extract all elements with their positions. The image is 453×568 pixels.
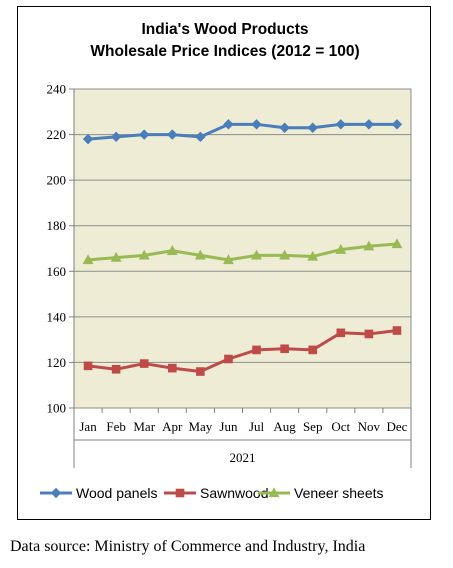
legend-item-wood-panels: Wood panels <box>40 485 157 501</box>
x-tick-label: Jun <box>219 419 238 434</box>
x-tick-label: Oct <box>331 419 350 434</box>
sawnwood-point <box>252 345 261 355</box>
veneer-sheets-point <box>391 238 403 249</box>
wood-panels-point <box>335 119 346 130</box>
x-tick-label: Jan <box>79 419 97 434</box>
wood-panels-point <box>251 119 262 130</box>
sawnwood-point <box>392 326 402 335</box>
y-tick-label: 120 <box>47 355 67 370</box>
wood-panels-point <box>363 119 375 130</box>
sawnwood-point <box>308 345 318 355</box>
x-group-label: 2021 <box>230 450 256 465</box>
veneer-sheets-point <box>110 251 122 262</box>
sawnwood-point <box>111 364 121 374</box>
veneer-sheets-point <box>82 254 94 265</box>
series-veneer-sheets <box>82 238 403 265</box>
gridlines <box>74 134 411 363</box>
legend-label: Veneer sheets <box>294 485 384 501</box>
legend-label: Sawnwood <box>200 485 269 501</box>
x-tick-label: Mar <box>133 419 155 434</box>
veneer-sheets-point <box>194 249 206 260</box>
y-tick-label: 140 <box>47 309 67 324</box>
veneer-sheets-line <box>87 242 398 262</box>
data-source-note: Data source: Ministry of Commerce and In… <box>10 538 366 555</box>
legend-swatch-marker <box>268 487 280 498</box>
series-sawnwood <box>83 326 402 376</box>
sawnwood-point <box>224 354 233 364</box>
veneer-sheets-point <box>279 249 291 260</box>
wood-panels-point <box>110 131 122 143</box>
wood-panels-point <box>139 129 150 140</box>
x-tick-label: Jul <box>249 419 265 434</box>
x-axis: Jan Feb Mar Apr May Jun Jul Aug Sep Oct Nov Dec 2021 <box>73 408 412 468</box>
series-wood-panels <box>82 119 403 145</box>
sawnwood-point <box>139 359 149 368</box>
x-tick-label: May <box>188 419 212 434</box>
wood-panels-point <box>279 122 290 133</box>
veneer-sheets-point <box>166 245 178 255</box>
x-tick-label: Aug <box>273 419 296 434</box>
veneer-sheets-point <box>307 250 319 261</box>
chart-frame: India's Wood Products Wholesale Price Ind… <box>17 6 431 520</box>
veneer-sheets-point <box>363 240 375 251</box>
sawnwood-point <box>336 328 346 338</box>
x-tick-label: Apr <box>162 419 183 434</box>
sawnwood-point <box>83 361 93 371</box>
wood-panels-point <box>82 133 94 145</box>
y-axis: 100 120 140 160 180 200 220 240 <box>47 82 75 416</box>
y-tick-label: 160 <box>47 264 67 279</box>
legend-swatch-marker <box>50 487 62 499</box>
wood-panels-point <box>195 131 206 143</box>
y-tick-label: 240 <box>47 82 67 97</box>
legend-item-veneer-sheets: Veneer sheets <box>258 485 384 501</box>
series <box>82 119 403 376</box>
sawnwood-point <box>364 329 374 339</box>
y-tick-label: 180 <box>47 218 67 233</box>
legend-swatch-marker <box>175 488 185 498</box>
x-tick-label: Sep <box>303 419 323 434</box>
legend-item-sawnwood: Sawnwood <box>164 485 269 501</box>
x-tick-label: Feb <box>106 419 126 434</box>
x-tick-label: Nov <box>358 419 381 434</box>
veneer-sheets-point <box>335 244 347 254</box>
wood-panels-point <box>167 129 178 140</box>
chart-title: India's Wood Products Wholesale Price Ind… <box>90 21 359 60</box>
veneer-sheets-point <box>223 254 234 265</box>
x-tick-label: Dec <box>386 419 407 434</box>
veneer-sheets-point <box>138 249 150 260</box>
chart-title-line: Wholesale Price Indices (2012 = 100) <box>90 43 359 60</box>
wood-panels-point <box>307 122 318 133</box>
wood-panels-point <box>391 119 403 130</box>
chart-title-line: India's Wood Products <box>141 21 308 38</box>
veneer-sheets-point <box>251 249 262 260</box>
y-tick-label: 100 <box>47 401 67 416</box>
wood-panels-point <box>223 119 234 130</box>
sawnwood-point <box>196 367 205 376</box>
sawnwood-point <box>167 363 177 373</box>
chart: India's Wood Products Wholesale Price Ind… <box>40 21 412 501</box>
sawnwood-line <box>87 329 398 374</box>
legend: Wood panels Sawnwood Veneer sheets <box>40 485 384 501</box>
y-tick-label: 200 <box>47 173 67 188</box>
sawnwood-point <box>280 344 289 354</box>
y-tick-label: 220 <box>47 127 67 142</box>
legend-label: Wood panels <box>76 485 157 501</box>
